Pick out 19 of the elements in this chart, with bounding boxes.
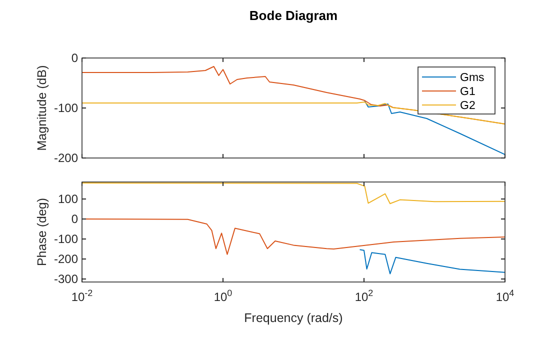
x-tick-label: 10$^{4}$ (496, 288, 514, 304)
y-tick-label: -100 (54, 232, 78, 246)
x-tick-label: 10$^{-2}$ (71, 288, 93, 304)
legend-label: G2 (460, 100, 476, 112)
y-tick-label: 0 (71, 51, 78, 65)
y-tick-label: 100 (58, 192, 78, 206)
y-tick-label: 0 (71, 212, 78, 226)
chart-title: Bode Diagram (249, 8, 338, 23)
y-tick-label: -300 (54, 272, 78, 286)
legend-label: Gms (460, 72, 485, 84)
x-tick-label: 10$^{0}$ (214, 288, 232, 304)
y-tick-label: -100 (54, 101, 78, 115)
y-tick-label: -200 (54, 252, 78, 266)
y-tick-label: -200 (54, 151, 78, 165)
legend-label: G1 (460, 86, 476, 98)
y-axis-title: Phase (deg) (35, 198, 49, 266)
y-axis-title: Magnitude (dB) (35, 65, 49, 151)
x-tick-label: 10$^{2}$ (354, 288, 374, 304)
x-axis-title: Frequency (rad/s) (244, 311, 343, 325)
